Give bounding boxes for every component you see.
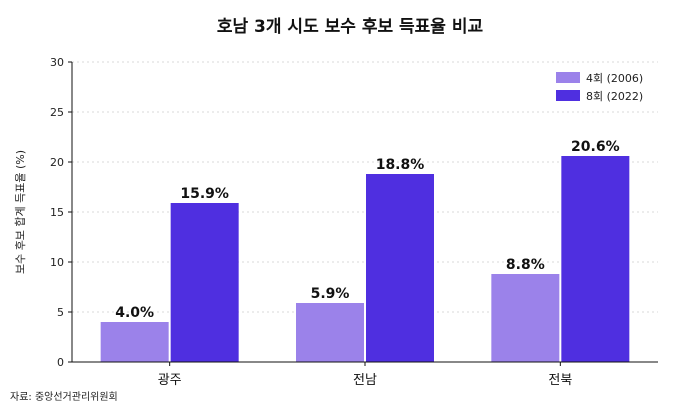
bar-value-label: 4.0%: [115, 305, 154, 321]
y-tick-label: 15: [50, 206, 64, 219]
legend-swatch: [556, 72, 580, 83]
x-category-label: 전남: [353, 373, 377, 388]
bars: 4.0% 15.9% 5.9% 18.8% 8.8% 20.6%: [100, 139, 630, 362]
x-axis-categories: 광주 전남 전북: [158, 362, 572, 388]
bar: [296, 303, 364, 362]
bar: [366, 174, 434, 362]
bar-value-label: 8.8%: [506, 257, 545, 273]
y-tick-label: 20: [50, 156, 64, 169]
legend: 4회 (2006) 8회 (2022): [556, 72, 643, 103]
x-category-label: 전북: [548, 373, 572, 388]
legend-label: 8회 (2022): [586, 90, 643, 103]
legend-swatch: [556, 90, 580, 101]
y-tick-label: 25: [50, 106, 64, 119]
bar: [491, 274, 560, 362]
y-tick-label: 30: [50, 56, 64, 69]
y-axis-label: 보수 후보 합계 득표율 (%): [14, 150, 27, 274]
x-category-label: 광주: [158, 373, 182, 388]
bar-value-label: 20.6%: [571, 139, 620, 155]
y-axis-ticks: 0 5 10 15 20 25 30: [50, 56, 72, 369]
bar-value-label: 18.8%: [376, 157, 425, 173]
bar: [170, 203, 239, 362]
bar: [561, 156, 630, 362]
bar: [100, 322, 169, 362]
chart-title: 호남 3개 시도 보수 후보 득표율 비교: [217, 16, 484, 37]
y-tick-label: 0: [57, 356, 64, 369]
bar-value-label: 5.9%: [311, 286, 350, 302]
legend-label: 4회 (2006): [586, 72, 643, 85]
bar-value-label: 15.9%: [180, 186, 229, 202]
y-tick-label: 10: [50, 256, 64, 269]
y-tick-label: 5: [57, 306, 64, 319]
source-note: 자료: 중앙선거관리위원회: [10, 390, 118, 403]
